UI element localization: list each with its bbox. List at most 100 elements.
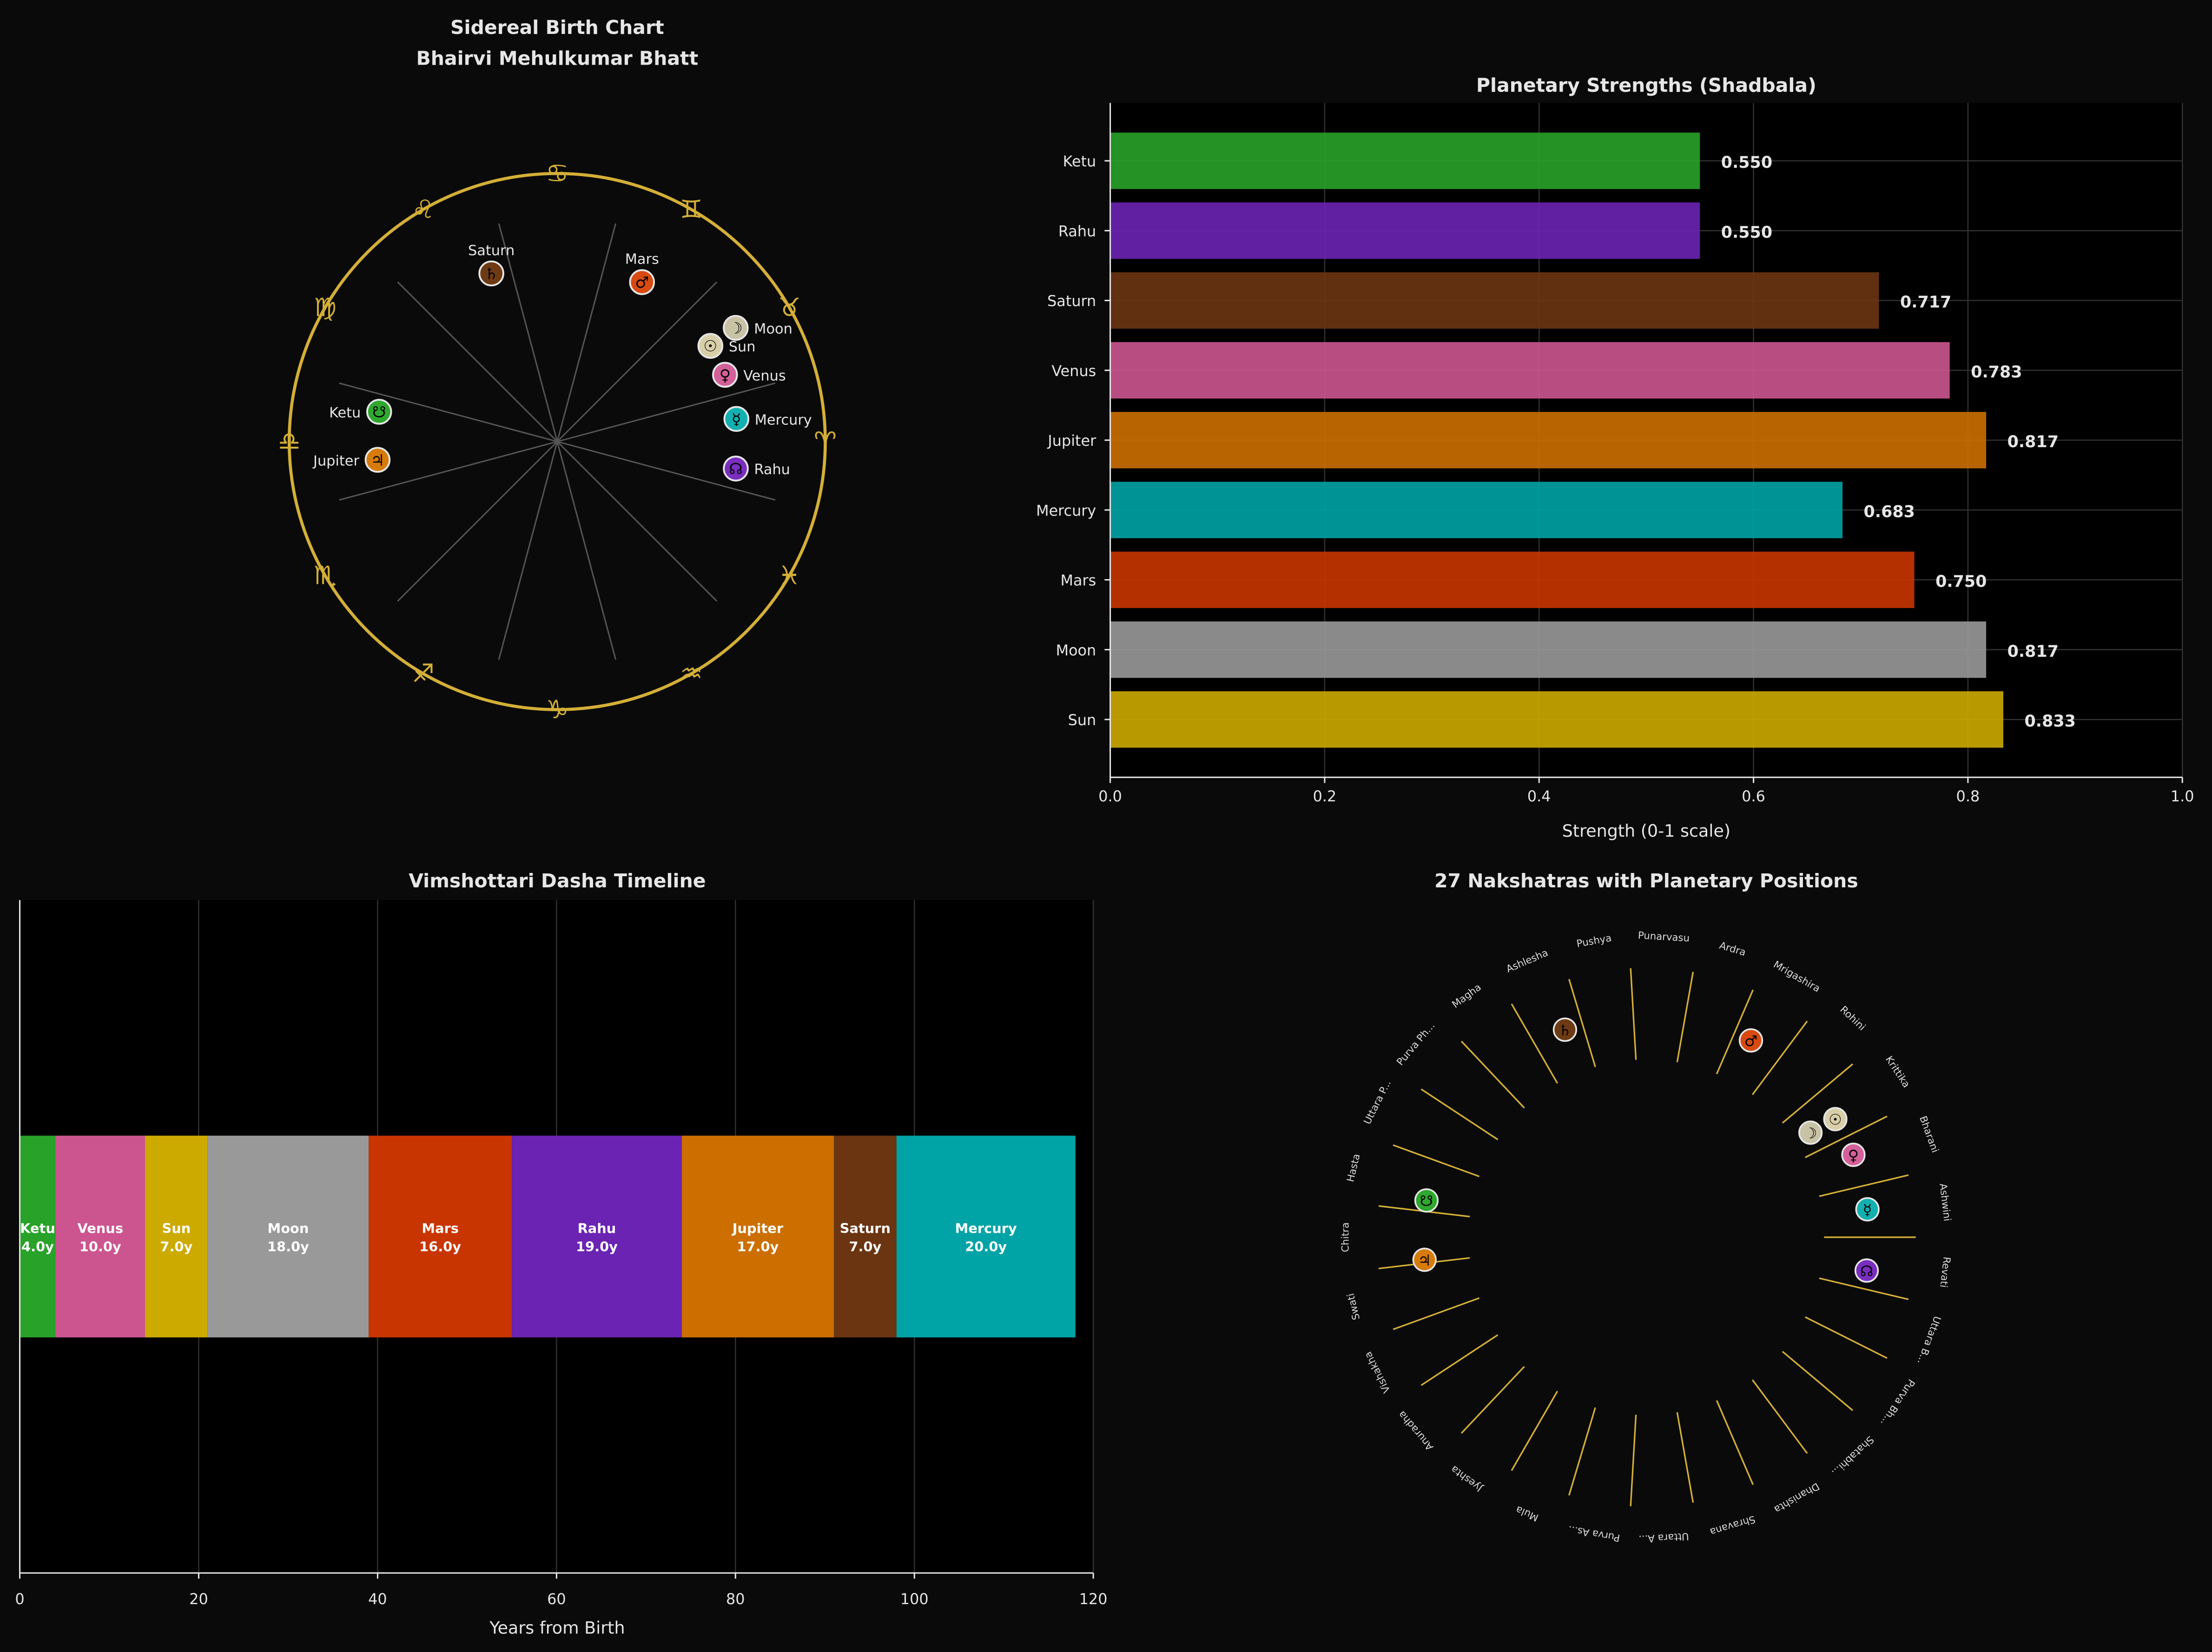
zodiac-sign-glyph: ♌ — [412, 194, 435, 224]
value-label: 0.817 — [2007, 433, 2059, 451]
nakshatra-planet-marker-rahu — [1854, 1258, 1879, 1283]
mercury-glyph-icon: ☿ — [1863, 1201, 1872, 1219]
y-tick-label: Ketu — [1063, 152, 1096, 170]
nakshatra-divider — [1393, 1297, 1480, 1330]
nakshatra-divider — [1630, 1414, 1637, 1507]
nakshatra-divider — [1568, 978, 1596, 1067]
dasha-years-label: 10.0y — [79, 1239, 121, 1255]
house-spoke — [557, 441, 776, 501]
y-tick-label: Jupiter — [1047, 432, 1096, 449]
house-spoke — [498, 223, 558, 442]
dasha-years-label: 7.0y — [160, 1239, 192, 1255]
rahu-glyph-icon: ☊ — [729, 460, 743, 478]
house-spoke — [498, 441, 558, 660]
strength-chart-title: Planetary Strengths (Shadbala) — [1476, 74, 1816, 96]
zodiac-sign-glyph: ♈ — [814, 426, 837, 456]
x-tick-label: 100 — [900, 1590, 929, 1608]
planet-marker-venus — [712, 362, 738, 388]
nakshatra-planet-marker-moon — [1798, 1120, 1823, 1145]
dasha-years-label: 16.0y — [419, 1239, 461, 1255]
zodiac-sign-glyph: ♍ — [314, 292, 337, 322]
y-tick-label: Sun — [1068, 711, 1096, 729]
value-label: 0.683 — [1864, 502, 1915, 521]
x-tick-label: 0.4 — [1527, 787, 1551, 805]
nakshatra-divider — [1420, 1088, 1499, 1140]
nakshatra-divider — [1751, 1379, 1808, 1454]
house-spoke — [556, 281, 718, 443]
x-tick-label: 1.0 — [2171, 787, 2194, 805]
house-spoke — [339, 441, 558, 501]
birth-chart-panel: Sidereal Birth Chart Bhairvi Mehulkumar … — [278, 16, 837, 724]
planet-marker-sun — [697, 333, 724, 359]
value-label: 0.783 — [1971, 363, 2022, 382]
planet-label: Moon — [754, 321, 792, 337]
planet-marker-moon — [723, 315, 749, 341]
strength-bar-jupiter — [1110, 412, 1987, 469]
dasha-years-label: 17.0y — [737, 1239, 779, 1255]
dasha-bar-rahu — [512, 1136, 682, 1338]
y-tick-label: Rahu — [1058, 222, 1096, 240]
dasha-x-axis-label: Years from Birth — [489, 1618, 625, 1638]
planet-label: Mars — [625, 251, 659, 267]
value-label: 0.750 — [1935, 573, 1987, 591]
jupiter-glyph-icon: ♃ — [1418, 1251, 1432, 1269]
nakshatra-divider — [1819, 1277, 1909, 1301]
nakshatra-label: Chitra — [1340, 1222, 1351, 1252]
x-tick-label: 0.6 — [1742, 787, 1765, 805]
zodiac-ring — [287, 172, 827, 711]
zodiac-sign-glyph: ♊ — [680, 194, 703, 224]
strength-bar-sun — [1110, 691, 2004, 748]
dasha-planet-label: Rahu — [578, 1221, 616, 1236]
dasha-years-label: 4.0y — [21, 1239, 54, 1255]
nakshatra-divider — [1511, 1003, 1558, 1084]
saturn-glyph-icon: ♄ — [1558, 1021, 1572, 1039]
planet-label: Venus — [743, 368, 786, 384]
strength-bar-venus — [1110, 342, 1950, 399]
zodiac-sign-glyph: ♐ — [412, 659, 435, 688]
dasha-planet-label: Sun — [162, 1221, 191, 1236]
dasha-planet-label: Saturn — [840, 1221, 891, 1236]
moon-glyph-icon: ☽ — [1804, 1124, 1817, 1142]
house-spoke — [556, 441, 617, 660]
nakshatra-divider — [1716, 1400, 1754, 1485]
nakshatra-divider — [1804, 1316, 1888, 1359]
planet-label: Jupiter — [312, 453, 359, 469]
strength-bar-rahu — [1110, 202, 1700, 259]
saturn-glyph-icon: ♄ — [484, 264, 498, 283]
dasha-chart-panel: Vimshottari Dasha Timeline Years from Bi… — [15, 870, 1107, 1638]
birth-chart-title: Sidereal Birth Chart — [450, 16, 664, 39]
nakshatra-planet-marker-mars — [1738, 1028, 1763, 1053]
zodiac-sign-glyph: ♓ — [778, 560, 801, 590]
house-spoke — [397, 281, 558, 443]
x-tick-label: 0.0 — [1098, 787, 1122, 805]
dasha-planet-label: Moon — [268, 1221, 309, 1236]
strength-x-axis-label: Strength (0-1 scale) — [1562, 821, 1730, 841]
sun-glyph-icon: ☉ — [1829, 1111, 1842, 1129]
x-tick-label: 0.8 — [1956, 787, 1980, 805]
strength-bar-ketu — [1110, 132, 1700, 189]
planet-label: Mercury — [755, 412, 812, 428]
nakshatra-divider — [1716, 989, 1754, 1075]
nakshatra-divider — [1460, 1366, 1525, 1434]
ketu-glyph-icon: ☋ — [372, 403, 386, 421]
house-spoke — [557, 382, 776, 443]
dasha-years-label: 19.0y — [576, 1239, 618, 1255]
mercury-glyph-icon: ☿ — [732, 410, 741, 428]
x-tick-label: 40 — [368, 1590, 387, 1608]
x-tick-label: 20 — [189, 1590, 208, 1608]
y-tick-label: Mercury — [1036, 502, 1096, 519]
house-spoke — [339, 382, 558, 443]
nakshatra-planet-marker-venus — [1841, 1143, 1866, 1167]
dasha-bar-sun — [145, 1136, 208, 1338]
dasha-planet-label: Jupiter — [732, 1221, 784, 1236]
house-spoke — [397, 441, 558, 602]
house-spoke — [556, 223, 617, 442]
dasha-bar-saturn — [834, 1136, 897, 1338]
strength-bar-mercury — [1110, 482, 1843, 538]
nakshatra-divider — [1420, 1334, 1499, 1386]
zodiac-sign-glyph: ♎ — [278, 426, 301, 456]
moon-glyph-icon: ☽ — [729, 319, 743, 337]
nakshatra-divider — [1676, 971, 1694, 1063]
venus-glyph-icon: ♀ — [1848, 1147, 1859, 1164]
